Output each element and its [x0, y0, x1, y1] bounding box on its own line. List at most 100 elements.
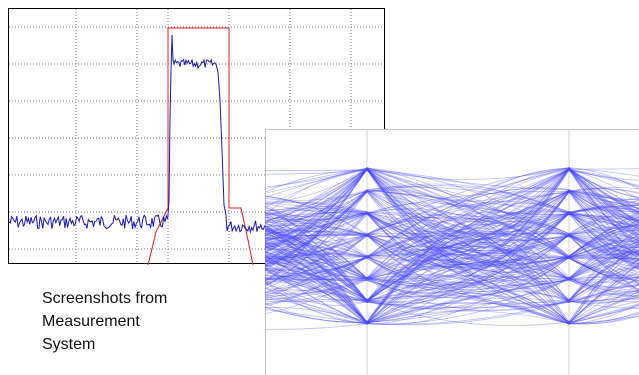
eye-trace [265, 189, 639, 241]
eye-trace [265, 167, 639, 190]
eye-trace [265, 255, 639, 309]
eye-trace [265, 191, 639, 280]
eye-trace [265, 211, 639, 303]
eye-trace [265, 262, 639, 325]
eye-trace [265, 168, 639, 267]
eye-trace [265, 169, 639, 303]
eye-trace [265, 213, 639, 290]
eye-trace [265, 243, 639, 291]
eye-trace [265, 212, 639, 262]
eye-trace [265, 210, 639, 282]
caption-line-2: Measurement [42, 313, 140, 330]
eye-trace [265, 232, 639, 302]
eye-trace [265, 261, 639, 330]
eye-trace [265, 187, 639, 258]
eye-trace [265, 210, 639, 303]
eye-trace [265, 185, 639, 281]
eye-trace [265, 213, 639, 303]
eye-trace [265, 169, 639, 297]
eye-trace [265, 167, 639, 258]
caption-line-3: System [42, 336, 96, 353]
eye-trace [265, 169, 639, 246]
eye-trace [265, 189, 639, 292]
eye-trace [265, 225, 639, 302]
eye-trace [265, 207, 639, 323]
eye-trace [265, 230, 639, 295]
eye-trace [265, 167, 639, 277]
eye-trace [265, 204, 639, 323]
eye-trace [265, 189, 639, 300]
eye-trace [265, 167, 639, 325]
eye-trace [265, 213, 639, 272]
eye-trace [265, 208, 639, 281]
eye-trace [265, 168, 639, 246]
eye-trace [265, 278, 639, 303]
eye-trace [265, 190, 639, 325]
eye-trace [265, 168, 639, 281]
eye-trace [265, 199, 639, 325]
eye-trace [265, 191, 639, 262]
eye-trace [265, 218, 639, 323]
eye-trace [265, 235, 639, 283]
eye-trace [265, 205, 639, 245]
eye-trace [265, 249, 639, 312]
eye-trace [265, 213, 639, 302]
eye-trace [265, 167, 639, 285]
eye-trace [265, 167, 639, 264]
eye-trace [265, 221, 639, 309]
eye-trace [265, 210, 639, 265]
eye-trace [265, 191, 639, 301]
eye-trace [265, 191, 639, 303]
eye-trace [265, 167, 639, 267]
eye-trace [265, 254, 639, 325]
eye-trace [265, 169, 639, 324]
eye-trace [265, 167, 639, 295]
eye-trace [265, 201, 639, 298]
eye-trace [265, 243, 639, 325]
eye-trace [265, 190, 639, 237]
eye-trace [265, 233, 639, 299]
eye-trace [265, 219, 639, 263]
eye-trace [265, 202, 639, 325]
eye-trace [265, 211, 639, 308]
eye-trace [265, 258, 639, 324]
eye-trace [265, 206, 639, 326]
eye-trace [265, 234, 639, 282]
eye-trace [265, 211, 639, 272]
eye-trace [265, 233, 639, 259]
eye-trace [265, 167, 639, 264]
eye-trace [265, 249, 639, 303]
eye-trace [265, 216, 639, 257]
eye-trace [265, 167, 639, 224]
eye-trace [265, 213, 639, 258]
eye-trace [265, 190, 639, 265]
eye-trace [265, 168, 639, 263]
eye-trace [265, 211, 639, 279]
eye-trace [265, 189, 639, 284]
eye-trace [265, 251, 639, 324]
eye-trace [265, 210, 639, 323]
eye-trace [265, 168, 639, 280]
eye-trace [265, 191, 639, 323]
eye-trace [265, 231, 639, 266]
eye-trace [265, 168, 639, 303]
eye-trace [265, 255, 639, 305]
eye-trace [265, 289, 639, 304]
eye-trace [265, 233, 639, 303]
eye-trace [265, 211, 639, 271]
eye-trace [265, 169, 639, 297]
eye-trace [265, 167, 639, 248]
eye-trace [265, 168, 639, 303]
eye-trace [265, 189, 639, 301]
eye-trace [265, 211, 639, 323]
eye-trace [265, 211, 639, 256]
eye-trace [265, 168, 639, 267]
eye-trace [265, 225, 639, 325]
eye-trace [265, 168, 639, 287]
eye-trace [265, 191, 639, 287]
eye-trace [265, 259, 639, 323]
eye-trace [265, 227, 639, 281]
eye-trace [265, 167, 639, 282]
eye-trace [265, 190, 639, 305]
eye-trace [265, 212, 639, 262]
